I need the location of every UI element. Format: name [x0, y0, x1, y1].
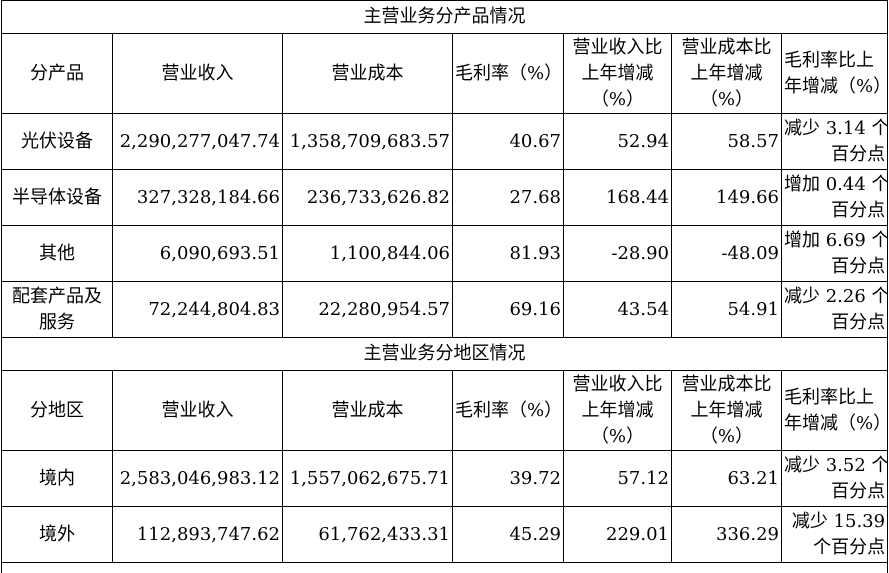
cost-change-value: 336.29	[672, 507, 782, 563]
revenue-change-value: 57.12	[564, 451, 672, 507]
cost-value: 1,358,709,683.57	[283, 114, 453, 170]
margin-change-value: 增加 6.69 个百分点	[782, 226, 888, 282]
margin-change-line2: 百分点	[784, 142, 885, 168]
row-label: 境内	[2, 451, 113, 507]
margin-change-line1: 减少 3.14 个	[784, 116, 885, 142]
margin-value: 45.29	[453, 507, 564, 563]
margin-change-value: 减少 2.26 个百分点	[782, 282, 888, 338]
row-label: 光伏设备	[2, 114, 113, 170]
margin-change-line2: 百分点	[784, 310, 885, 336]
revenue-change-value: 229.01	[564, 507, 672, 563]
revenue-value: 2,290,277,047.74	[113, 114, 283, 170]
revenue-value: 327,328,184.66	[113, 170, 283, 226]
margin-change-line1: 减少 15.39	[784, 509, 885, 535]
product-category-header: 分产品	[2, 34, 113, 114]
cost-value: 1,557,062,675.71	[283, 451, 453, 507]
margin-change-line1: 减少 3.52 个	[784, 453, 885, 479]
cost-change-value: 58.57	[672, 114, 782, 170]
row-label: 配套产品及服务	[2, 282, 113, 338]
margin-change-line2: 百分点	[784, 198, 885, 224]
region-revenue-header: 营业收入	[113, 371, 283, 451]
product-margin-change-header: 毛利率比上年增减（%）	[782, 34, 888, 114]
region-cost-header: 营业成本	[283, 371, 453, 451]
margin-value: 27.68	[453, 170, 564, 226]
revenue-change-value: -28.90	[564, 226, 672, 282]
margin-change-line2: 百分点	[784, 254, 885, 280]
revenue-change-value: 43.54	[564, 282, 672, 338]
cost-value: 1,100,844.06	[283, 226, 453, 282]
region-cost-change-header: 营业成本比上年增减（%）	[672, 371, 782, 451]
region-margin-change-header: 毛利率比上年增减（%）	[782, 371, 888, 451]
product-revenue-header: 营业收入	[113, 34, 283, 114]
margin-change-value: 减少 3.52 个百分点	[782, 451, 888, 507]
margin-change-value: 增加 0.44 个百分点	[782, 170, 888, 226]
cost-value: 61,762,433.31	[283, 507, 453, 563]
next-section-cut	[2, 563, 888, 573]
revenue-value: 72,244,804.83	[113, 282, 283, 338]
cost-change-value: 149.66	[672, 170, 782, 226]
margin-value: 81.93	[453, 226, 564, 282]
margin-change-line2: 百分点	[784, 479, 885, 505]
margin-change-line1: 增加 6.69 个	[784, 228, 885, 254]
margin-value: 69.16	[453, 282, 564, 338]
revenue-change-value: 52.94	[564, 114, 672, 170]
margin-change-value: 减少 3.14 个百分点	[782, 114, 888, 170]
row-label: 半导体设备	[2, 170, 113, 226]
revenue-value: 112,893,747.62	[113, 507, 283, 563]
revenue-value: 6,090,693.51	[113, 226, 283, 282]
product-margin-header: 毛利率（%）	[453, 34, 564, 114]
row-label: 境外	[2, 507, 113, 563]
margin-change-line2: 个百分点	[784, 535, 885, 561]
row-label: 其他	[2, 226, 113, 282]
product-revenue-change-header: 营业收入比上年增减（%）	[564, 34, 672, 114]
region-category-header: 分地区	[2, 371, 113, 451]
product-section-title: 主营业务分产品情况	[2, 1, 888, 34]
cost-value: 236,733,626.82	[283, 170, 453, 226]
margin-value: 39.72	[453, 451, 564, 507]
product-cost-change-header: 营业成本比上年增减（%）	[672, 34, 782, 114]
region-margin-header: 毛利率（%）	[453, 371, 564, 451]
product-cost-header: 营业成本	[283, 34, 453, 114]
cost-change-value: 54.91	[672, 282, 782, 338]
revenue-change-value: 168.44	[564, 170, 672, 226]
margin-value: 40.67	[453, 114, 564, 170]
region-revenue-change-header: 营业收入比上年增减（%）	[564, 371, 672, 451]
cost-change-value: 63.21	[672, 451, 782, 507]
cost-value: 22,280,954.57	[283, 282, 453, 338]
margin-change-line1: 增加 0.44 个	[784, 172, 885, 198]
cost-change-value: -48.09	[672, 226, 782, 282]
revenue-value: 2,583,046,983.12	[113, 451, 283, 507]
margin-change-line1: 减少 2.26 个	[784, 284, 885, 310]
region-section-title: 主营业务分地区情况	[2, 338, 888, 371]
